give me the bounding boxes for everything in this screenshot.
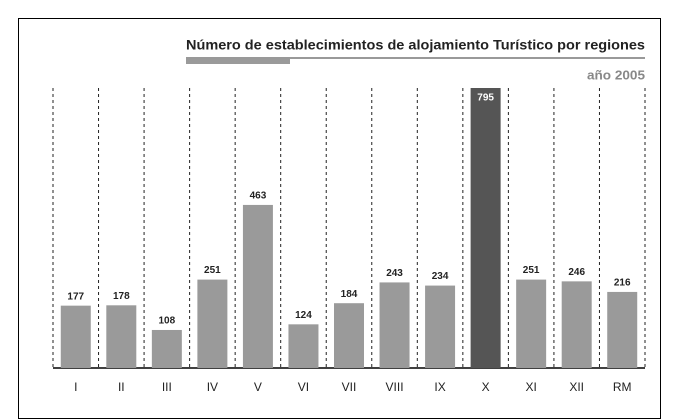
title-accent <box>186 59 290 64</box>
chart-subtitle: año 2005 <box>587 67 645 82</box>
x-tick-label: VII <box>342 380 357 394</box>
bar <box>607 291 638 368</box>
x-tick-label: VIII <box>386 380 404 394</box>
x-tick-label: IX <box>434 380 445 394</box>
value-label: 184 <box>341 289 358 300</box>
value-label: 246 <box>568 267 585 278</box>
x-tick-label: IV <box>207 380 218 394</box>
value-label: 251 <box>523 265 540 276</box>
value-label: 463 <box>250 191 267 202</box>
value-label: 234 <box>432 271 449 282</box>
value-label: 124 <box>295 310 312 321</box>
value-label: 177 <box>67 291 84 302</box>
x-tick-label: RM <box>613 380 632 394</box>
value-label: 795 <box>477 93 494 104</box>
x-tick-label: XI <box>525 380 536 394</box>
value-label: 178 <box>113 291 130 302</box>
x-tick-label: I <box>74 380 77 394</box>
value-label: 216 <box>614 278 631 289</box>
bar <box>470 88 501 368</box>
bar <box>242 204 273 368</box>
frame <box>18 18 661 419</box>
bar <box>106 305 137 368</box>
bar <box>60 305 91 368</box>
bar <box>379 282 410 368</box>
bar <box>197 279 228 368</box>
bar <box>288 324 319 368</box>
x-tick-label: X <box>482 380 490 394</box>
x-tick-label: III <box>162 380 172 394</box>
x-tick-label: XII <box>569 380 584 394</box>
bar <box>516 279 547 368</box>
x-tick-label: V <box>254 380 262 394</box>
bar <box>151 329 182 368</box>
bar <box>561 281 592 368</box>
x-tick-label: VI <box>298 380 309 394</box>
value-label: 243 <box>386 268 403 279</box>
x-tick-label: II <box>118 380 125 394</box>
value-label: 108 <box>159 316 176 327</box>
chart-title: Número de establecimientos de alojamient… <box>186 37 645 53</box>
bar <box>425 285 456 368</box>
value-label: 251 <box>204 265 221 276</box>
bar <box>334 303 364 368</box>
